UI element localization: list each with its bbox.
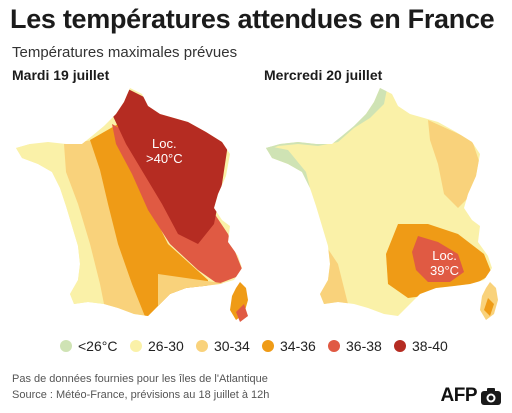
annotation-tuesday-line1: Loc. [152,136,177,151]
footnote-source: Source : Météo-France, prévisions au 18 … [12,389,270,401]
afp-logo-text: AFP [440,385,478,406]
legend-swatch-26-30 [130,340,142,352]
footnote-islands: Pas de données fournies pour les îles de… [12,373,268,385]
legend-item-34-36: 34-36 [262,338,316,354]
legend-label-34-36: 34-36 [280,338,316,354]
annotation-wednesday-line2: 39°C [430,263,460,278]
legend-item-38-40: 38-40 [394,338,448,354]
legend-label-36-38: 36-38 [346,338,382,354]
annotation-tuesday-line2: >40°C [146,151,183,166]
camera-icon [481,388,501,405]
day-label-wednesday: Mercredi 20 juillet [264,67,383,83]
zone-34-36 [90,124,208,316]
zone-south-36-38-wed [412,236,464,282]
page-title: Les températures attendues en France [10,4,495,34]
page-subtitle: Températures maximales prévues [12,44,238,61]
annotation-wednesday-line1: Loc. [432,248,457,263]
legend-swatch-36-38 [328,340,340,352]
afp-logo: AFP [441,385,503,407]
legend-item-lt26: <26°C [60,338,117,354]
legend-swatch-38-40 [394,340,406,352]
zone-east-30-34-wed [428,120,480,208]
legend-item-36-38: 36-38 [328,338,382,354]
legend: <26°C 26-30 30-34 34-36 36-38 38-40 [0,338,512,360]
corsica-south-tuesday [236,304,248,322]
day-label-tuesday: Mardi 19 juillet [12,67,110,83]
annotation-tuesday: Loc. >40°C [146,136,183,166]
legend-swatch-lt26 [60,340,72,352]
corsica-east-wednesday [484,298,494,316]
legend-label-30-34: 30-34 [214,338,250,354]
legend-swatch-34-36 [262,340,274,352]
map-tuesday: Loc. >40°C [8,84,258,324]
legend-label-26-30: 26-30 [148,338,184,354]
legend-label-lt26: <26°C [78,338,118,354]
legend-label-38-40: 38-40 [412,338,448,354]
zone-26-30-wed [266,88,492,316]
legend-item-26-30: 26-30 [130,338,184,354]
legend-item-30-34: 30-34 [196,338,250,354]
map-wednesday: Loc. 39°C [258,84,508,324]
annotation-wednesday: Loc. 39°C [430,248,459,278]
legend-swatch-30-34 [196,340,208,352]
